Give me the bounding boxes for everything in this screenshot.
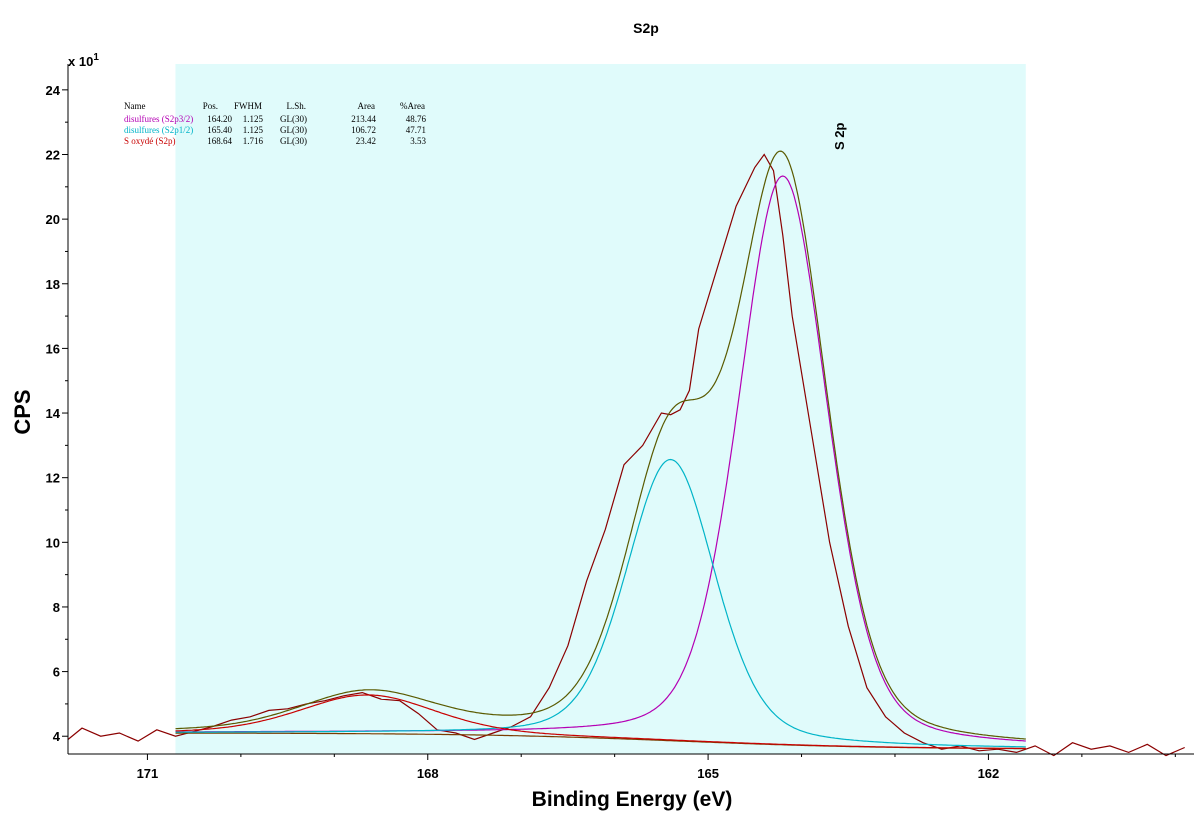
plot-curves <box>67 150 1185 757</box>
legend-header: L.Sh. <box>286 101 306 111</box>
s2p12-component-line <box>175 458 1026 748</box>
x-tick-label: 168 <box>417 766 439 781</box>
legend-row-value: 168.64 <box>207 136 232 146</box>
y-multiplier-base: x 10 <box>68 54 93 69</box>
legend-row-name: disulfures (S2p3/2) <box>124 114 193 124</box>
y-tick-label: 8 <box>53 600 60 615</box>
legend-row-value: 1.716 <box>243 136 264 146</box>
peak-annotation: S 2p <box>832 122 847 150</box>
legend-row-value: 164.20 <box>207 114 232 124</box>
raw-spectrum-line <box>67 153 1185 757</box>
x-axis-ticks: 171 168 165 162 <box>137 754 1176 781</box>
legend-header: Name <box>124 101 146 111</box>
y-tick-label: 20 <box>46 212 60 227</box>
legend-row-value: 47.71 <box>406 125 426 135</box>
legend-header: FWHM <box>234 101 262 111</box>
legend-row-value: 1.125 <box>243 125 264 135</box>
legend-row-name: disulfures (S2p1/2) <box>124 125 193 135</box>
y-multiplier: x 101 <box>68 52 99 69</box>
y-tick-label: 4 <box>53 729 61 744</box>
legend-row-value: 165.40 <box>207 125 232 135</box>
legend-row-name: S oxydé (S2p) <box>124 136 176 146</box>
fit-region <box>175 64 1026 754</box>
legend-row-value: GL(30) <box>280 136 307 146</box>
y-tick-label: 6 <box>53 665 60 680</box>
y-axis-label: CPS <box>10 389 35 434</box>
y-tick-label: 14 <box>46 406 61 421</box>
legend-row-value: GL(30) <box>280 114 307 124</box>
legend-row-value: 1.125 <box>243 114 264 124</box>
y-tick-label: 10 <box>46 535 60 550</box>
legend-row-value: 3.53 <box>410 136 426 146</box>
legend-header: Pos. <box>203 101 218 111</box>
x-tick-label: 171 <box>137 766 159 781</box>
y-tick-label: 24 <box>46 83 61 98</box>
y-tick-label: 12 <box>46 471 60 486</box>
y-multiplier-exponent: 1 <box>93 52 99 63</box>
legend-row-value: 23.42 <box>356 136 376 146</box>
y-tick-label: 18 <box>46 277 60 292</box>
fit-legend: Name Pos. FWHM L.Sh. Area %Area disulfures (S2… <box>124 101 427 146</box>
x-tick-label: 162 <box>978 766 1000 781</box>
legend-row-value: 48.76 <box>406 114 427 124</box>
legend-header: Area <box>358 101 376 111</box>
legend-row-value: 213.44 <box>351 114 376 124</box>
legend-row-value: 106.72 <box>351 125 376 135</box>
x-tick-label: 165 <box>697 766 719 781</box>
x-axis-label: Binding Energy (eV) <box>532 788 733 811</box>
y-tick-label: 16 <box>46 341 60 356</box>
y-axis-ticks: 4 6 8 10 12 14 16 18 20 22 24 <box>46 83 68 744</box>
legend-row-value: GL(30) <box>280 125 307 135</box>
chart-title: S2p <box>633 20 659 36</box>
legend-header: %Area <box>400 101 425 111</box>
oxide-component-line <box>175 694 1026 749</box>
y-tick-label: 22 <box>46 147 60 162</box>
envelope-line <box>175 150 1026 740</box>
